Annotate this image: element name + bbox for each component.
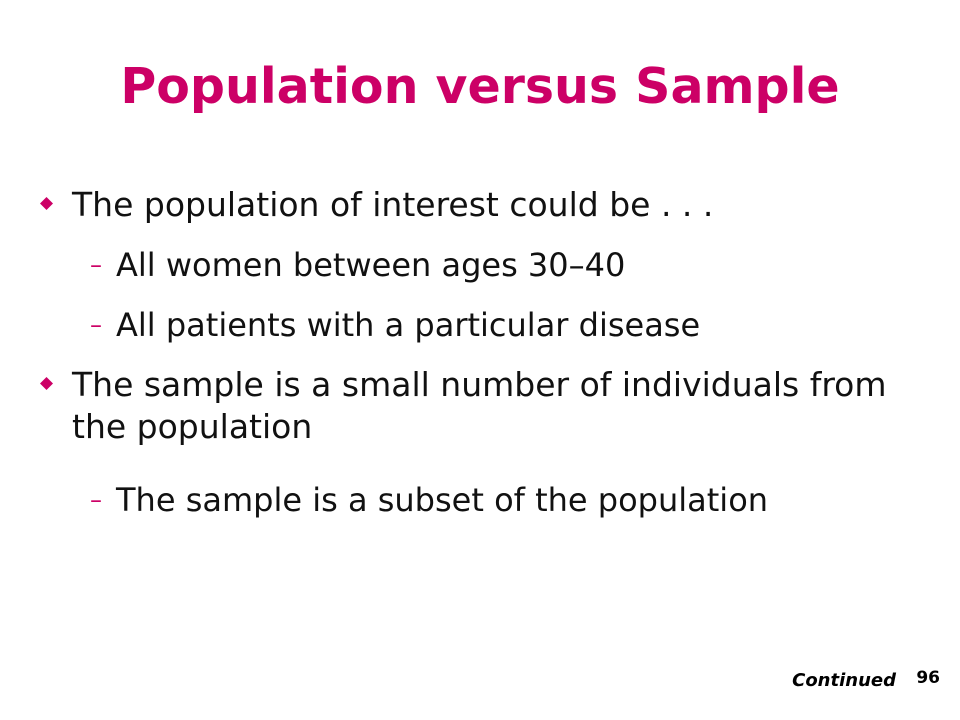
bullet-text: The sample is a small number of individu… bbox=[72, 365, 887, 446]
sub-bullet-text: All patients with a particular disease bbox=[116, 306, 701, 344]
diamond-bullet-icon bbox=[40, 197, 53, 210]
bullet-text: The population of interest could be . . … bbox=[72, 185, 714, 224]
dash-bullet-icon: – bbox=[90, 251, 102, 279]
sub-bullet-text: The sample is a subset of the population bbox=[116, 481, 769, 519]
dash-bullet-icon: – bbox=[90, 311, 102, 339]
continued-label: Continued bbox=[792, 670, 896, 691]
page-number: 96 bbox=[916, 668, 940, 688]
slide-title: Population versus Sample bbox=[120, 58, 840, 115]
diamond-bullet-icon bbox=[40, 377, 53, 390]
dash-bullet-icon: – bbox=[90, 486, 102, 514]
sub-bullet-text: All women between ages 30–40 bbox=[116, 246, 626, 284]
